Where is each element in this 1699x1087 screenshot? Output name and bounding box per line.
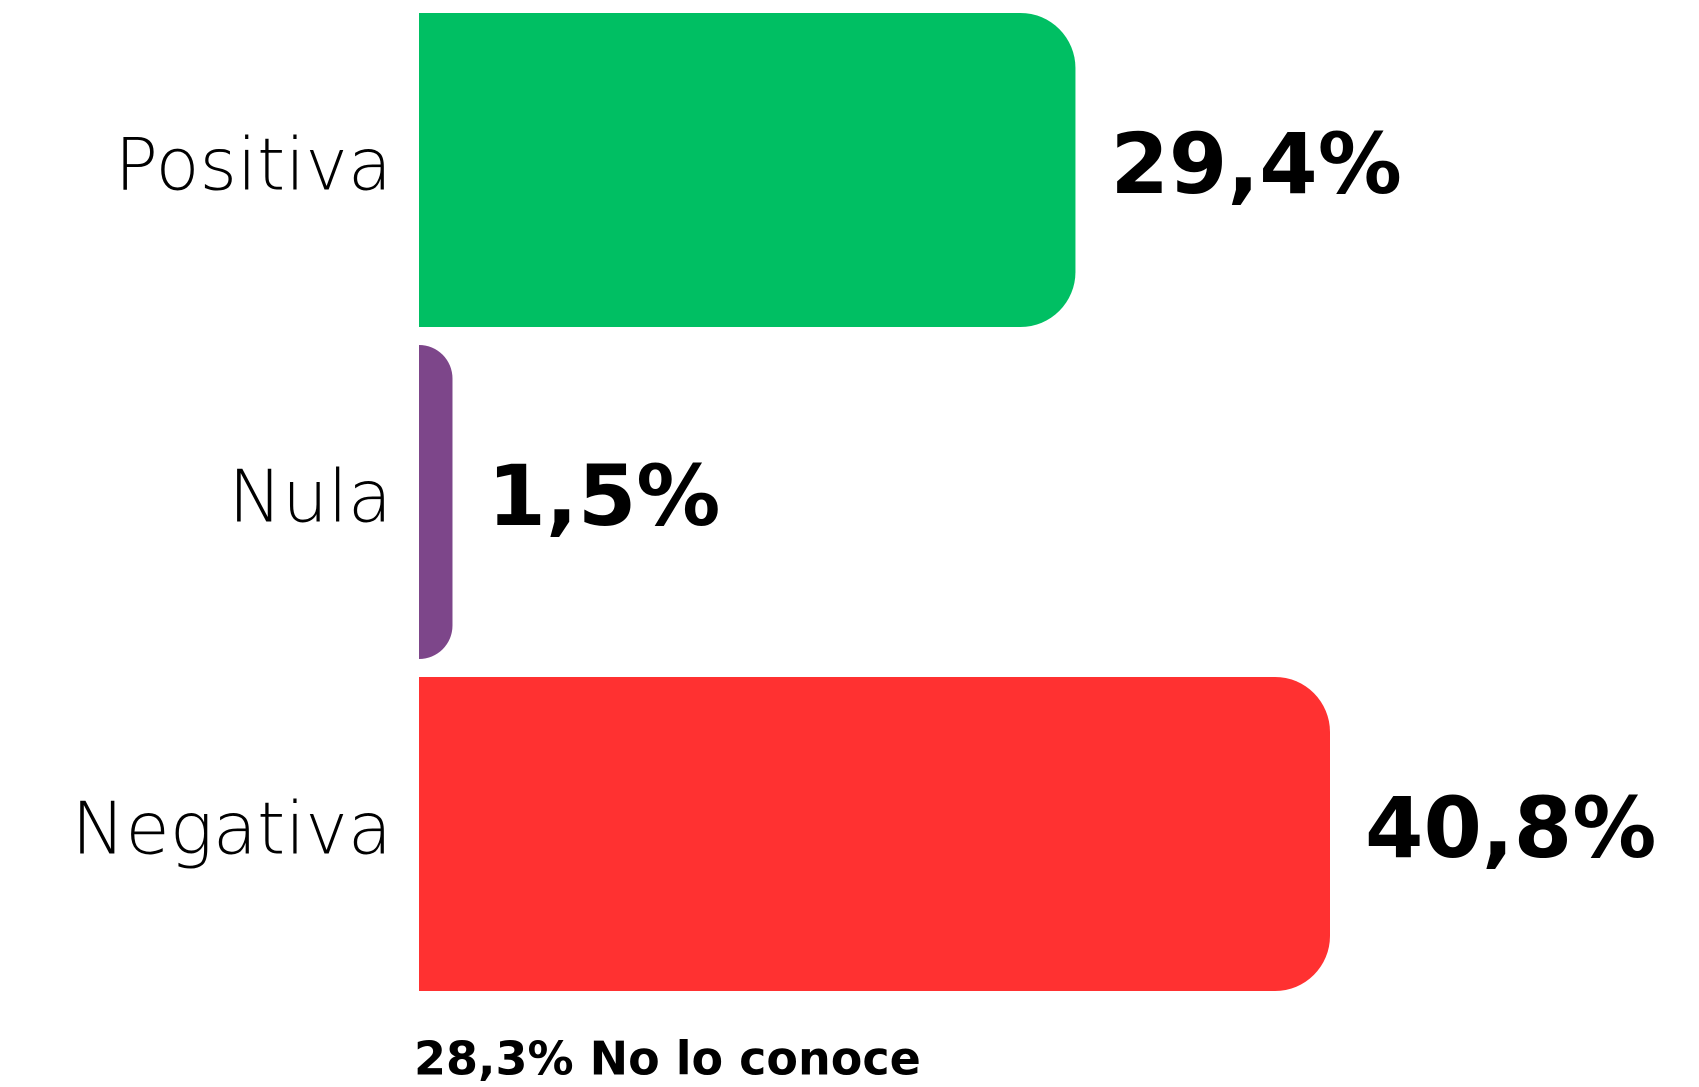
- annotation: 28,3% No lo conoce: [414, 1032, 921, 1086]
- bar: [419, 345, 453, 659]
- category-label: Negativa: [72, 787, 392, 871]
- bar: [419, 13, 1076, 327]
- category-label: Nula: [228, 455, 392, 539]
- value-label: 1,5%: [487, 447, 720, 545]
- category-label: Positiva: [115, 123, 392, 207]
- value-label: 40,8%: [1365, 779, 1656, 877]
- bar: [419, 677, 1330, 991]
- value-label: 29,4%: [1110, 115, 1401, 213]
